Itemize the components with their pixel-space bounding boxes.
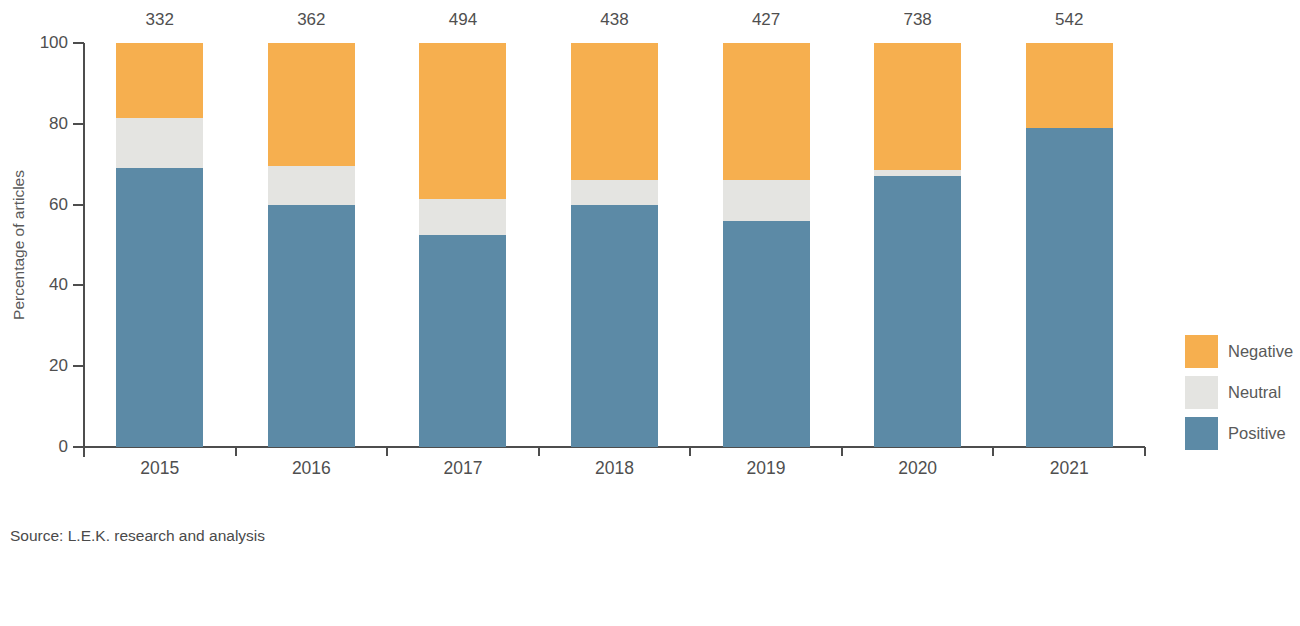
x-category-label: 2021 bbox=[1009, 456, 1129, 480]
bar-total-label: 427 bbox=[716, 9, 816, 31]
y-tick-mark bbox=[73, 365, 84, 367]
bar-segment-positive-2019 bbox=[723, 221, 810, 447]
x-category-label: 2015 bbox=[100, 456, 220, 480]
bar-total-label: 362 bbox=[261, 9, 361, 31]
stacked-bar-chart: Percentage of articles Source: L.E.K. re… bbox=[0, 0, 1300, 626]
x-tick-mark bbox=[1144, 447, 1146, 456]
x-tick-mark bbox=[386, 447, 388, 456]
y-tick-mark bbox=[73, 123, 84, 125]
x-tick-mark bbox=[538, 447, 540, 456]
y-tick-mark bbox=[73, 204, 84, 206]
y-tick-label: 100 bbox=[18, 33, 68, 53]
bar-total-label: 542 bbox=[1019, 9, 1119, 31]
bar-total-label: 738 bbox=[868, 9, 968, 31]
legend-label-positive: Positive bbox=[1228, 417, 1286, 450]
bar-segment-negative-2016 bbox=[268, 43, 355, 166]
x-category-label: 2020 bbox=[858, 456, 978, 480]
legend-label-negative: Negative bbox=[1228, 335, 1293, 368]
bar-total-label: 332 bbox=[110, 9, 210, 31]
bar-total-label: 438 bbox=[565, 9, 665, 31]
bar-segment-positive-2017 bbox=[419, 235, 506, 447]
bar-segment-negative-2021 bbox=[1026, 43, 1113, 128]
y-tick-label: 40 bbox=[18, 275, 68, 295]
legend-swatch-positive bbox=[1185, 417, 1218, 450]
bar-segment-positive-2021 bbox=[1026, 128, 1113, 447]
y-tick-mark bbox=[73, 284, 84, 286]
bar-segment-positive-2020 bbox=[874, 176, 961, 447]
bar-segment-negative-2017 bbox=[419, 43, 506, 199]
y-tick-label: 20 bbox=[18, 356, 68, 376]
y-axis-line bbox=[83, 43, 85, 457]
y-tick-mark bbox=[73, 446, 84, 448]
x-category-label: 2019 bbox=[706, 456, 826, 480]
bar-total-label: 494 bbox=[413, 9, 513, 31]
bar-segment-negative-2018 bbox=[571, 43, 658, 180]
bar-segment-neutral-2016 bbox=[268, 166, 355, 204]
y-axis-title: Percentage of articles bbox=[10, 170, 28, 320]
x-tick-mark bbox=[689, 447, 691, 456]
bar-segment-negative-2019 bbox=[723, 43, 810, 180]
bar-segment-negative-2020 bbox=[874, 43, 961, 170]
y-tick-label: 80 bbox=[18, 114, 68, 134]
bar-segment-positive-2018 bbox=[571, 205, 658, 447]
x-category-label: 2016 bbox=[251, 456, 371, 480]
legend-label-neutral: Neutral bbox=[1228, 376, 1281, 409]
bar-segment-positive-2016 bbox=[268, 205, 355, 447]
legend-swatch-negative bbox=[1185, 335, 1218, 368]
x-category-label: 2018 bbox=[555, 456, 675, 480]
bar-segment-positive-2015 bbox=[116, 168, 203, 447]
bar-segment-neutral-2020 bbox=[874, 170, 961, 176]
x-tick-mark bbox=[992, 447, 994, 456]
bar-segment-neutral-2017 bbox=[419, 199, 506, 235]
y-tick-mark bbox=[73, 42, 84, 44]
bar-segment-negative-2015 bbox=[116, 43, 203, 118]
bar-segment-neutral-2018 bbox=[571, 180, 658, 204]
x-category-label: 2017 bbox=[403, 456, 523, 480]
x-tick-mark bbox=[841, 447, 843, 456]
y-tick-label: 0 bbox=[18, 437, 68, 457]
y-tick-label: 60 bbox=[18, 195, 68, 215]
legend-swatch-neutral bbox=[1185, 376, 1218, 409]
bar-segment-neutral-2019 bbox=[723, 180, 810, 220]
x-tick-mark bbox=[235, 447, 237, 456]
source-note: Source: L.E.K. research and analysis bbox=[10, 527, 265, 545]
bar-segment-neutral-2015 bbox=[116, 118, 203, 169]
